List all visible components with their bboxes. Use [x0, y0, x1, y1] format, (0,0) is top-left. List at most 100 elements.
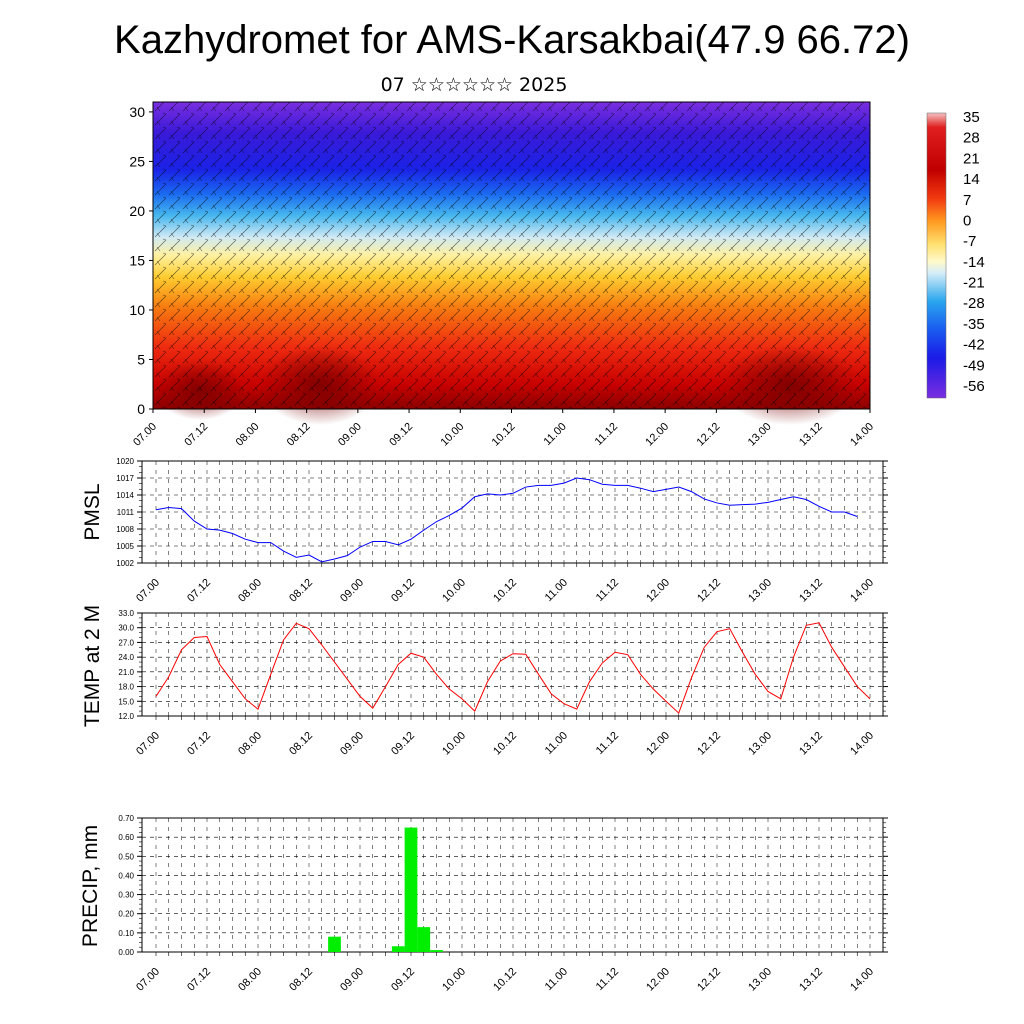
xtick-label: 13.12 [797, 730, 825, 758]
precip-frame [141, 817, 884, 953]
heatmap-xtick-label: 08.12 [285, 421, 313, 449]
heatmap-xtick-label: 07.00 [131, 421, 159, 449]
xtick-label: 11.12 [594, 966, 621, 993]
ytick-label: 27.0 [118, 638, 134, 647]
xtick-label: 08.12 [287, 730, 315, 758]
xtick-label: 11.00 [543, 966, 570, 993]
heatmap-xtick-label: 07.12 [182, 421, 210, 449]
xtick-label: 08.12 [287, 577, 315, 605]
ytick-label: 21.0 [118, 668, 134, 677]
colorbar-ramp [926, 112, 947, 399]
xtick-label: 09.12 [389, 966, 417, 994]
heatmap-xtick-label: 13.12 [797, 421, 825, 449]
colorbar-label: 21 [963, 150, 980, 167]
xtick-label: 12.00 [644, 577, 672, 605]
heatmap-xtick-label: 09.00 [336, 421, 364, 449]
heatmap-ytick-label: 5 [137, 351, 145, 367]
ytick-label: 1011 [117, 508, 135, 517]
temp-grid [142, 612, 883, 717]
heatmap-xtick-label: 13.00 [746, 421, 774, 449]
precip-ylabel: PRECIP, mm [79, 825, 102, 947]
xtick-label: 09.12 [389, 577, 417, 605]
ytick-label: 1005 [116, 542, 134, 551]
ytick-label: 0.50 [118, 852, 134, 861]
temp-ylabel: TEMP at 2 M [81, 605, 104, 727]
ytick-label: 24.0 [118, 653, 134, 662]
precip-bar [430, 950, 443, 952]
xtick-label: 11.00 [543, 730, 570, 757]
xtick-label: 12.12 [695, 730, 723, 758]
heatmap-ytick-label: 25 [129, 153, 145, 169]
ytick-label: 30.0 [118, 624, 134, 633]
colorbar-label: -21 [963, 275, 985, 292]
colorbar-label: -35 [963, 316, 985, 333]
xtick-label: 07.00 [134, 730, 162, 758]
ytick-label: 1002 [116, 559, 134, 568]
heatmap-xtick-label: 12.12 [695, 421, 723, 449]
precip-panel: 0.00 0.10 0.20 0.30 0.40 0.50 0.60 0.70 07.00 07.… [79, 814, 888, 994]
wind-barbs [153, 102, 870, 409]
heatmap-ytick-label: 10 [129, 302, 145, 318]
xtick-label: 12.00 [644, 730, 672, 758]
chart-title: Kazhydromet for AMS-Karsakbai(47.9 66.72… [114, 18, 910, 62]
heatmap-ytick-label: 15 [129, 252, 145, 268]
xtick-label: 09.00 [338, 966, 366, 994]
colorbar-labels: 35 28 21 14 7 0 -7 -14 -21 -28 -35 -42 -49 -56 [963, 109, 985, 395]
pmsl-ylabel: PMSL [81, 483, 104, 540]
pmsl-panel: 1002 1005 1008 1011 1014 1017 1020 07.00 07.12 08… [81, 457, 888, 605]
heatmap-xtick-label: 09.12 [387, 421, 415, 449]
colorbar-label: 14 [963, 171, 980, 188]
ytick-label: 0.60 [118, 833, 134, 842]
ytick-label: 1014 [116, 491, 134, 500]
ytick-label: 0.00 [118, 948, 134, 957]
precip-bar [391, 946, 405, 952]
ytick-label: 18.0 [118, 683, 134, 692]
pmsl-series-line [155, 477, 858, 563]
ytick-label: 0.20 [118, 910, 134, 919]
colorbar-label: -49 [963, 357, 985, 374]
ytick-label: 0.40 [118, 871, 134, 880]
xtick-label: 10.12 [491, 966, 519, 994]
xtick-label: 10.12 [491, 730, 519, 758]
colorbar-label: -14 [963, 254, 985, 271]
xtick-label: 09.00 [338, 577, 366, 605]
xtick-label: 11.12 [594, 577, 621, 604]
xtick-label: 13.00 [746, 730, 774, 758]
xtick-label: 09.00 [338, 730, 366, 758]
temp-series-line [155, 622, 871, 714]
heatmap-ytick-label: 0 [137, 401, 145, 417]
pmsl-grid [142, 460, 883, 564]
heatmap-xtick-label: 14.00 [848, 421, 876, 449]
xtick-label: 07.12 [185, 966, 213, 994]
xtick-label: 10.00 [440, 966, 468, 994]
xtick-label: 11.00 [543, 577, 570, 604]
colorbar-label: -28 [963, 295, 985, 312]
heatmap-y-axis: 0 5 10 15 20 25 30 [129, 104, 153, 417]
heatmap-xtick-label: 11.12 [593, 421, 620, 448]
heatmap-ytick-label: 30 [129, 104, 145, 120]
ytick-label: 1020 [116, 457, 134, 466]
ytick-label: 1017 [116, 474, 134, 483]
xtick-label: 07.12 [185, 577, 213, 605]
ytick-label: 1008 [116, 525, 134, 534]
precip-bar [417, 927, 431, 952]
ytick-label: 33.0 [118, 609, 134, 618]
xtick-label: 07.12 [185, 730, 213, 758]
colorbar-label: -7 [963, 233, 976, 250]
colorbar-label: 0 [963, 212, 971, 229]
colorbar-label: -42 [963, 337, 985, 354]
xtick-label: 12.00 [644, 966, 672, 994]
heatmap-ytick-label: 20 [129, 203, 145, 219]
ytick-label: 0.10 [118, 929, 134, 938]
xtick-label: 14.00 [848, 730, 876, 758]
heatmap-xtick-label: 10.12 [490, 421, 518, 449]
colorbar: 35 28 21 14 7 0 -7 -14 -21 -28 -35 -42 -49 -56 [926, 109, 985, 399]
colorbar-label: 35 [963, 109, 980, 126]
xtick-label: 13.00 [746, 966, 774, 994]
ytick-label: 0.30 [118, 891, 134, 900]
xtick-label: 14.00 [848, 966, 876, 994]
xtick-label: 08.00 [236, 730, 264, 758]
colorbar-label: -56 [963, 378, 985, 395]
colorbar-label: 28 [963, 130, 980, 147]
ytick-label: 12.0 [118, 712, 134, 721]
